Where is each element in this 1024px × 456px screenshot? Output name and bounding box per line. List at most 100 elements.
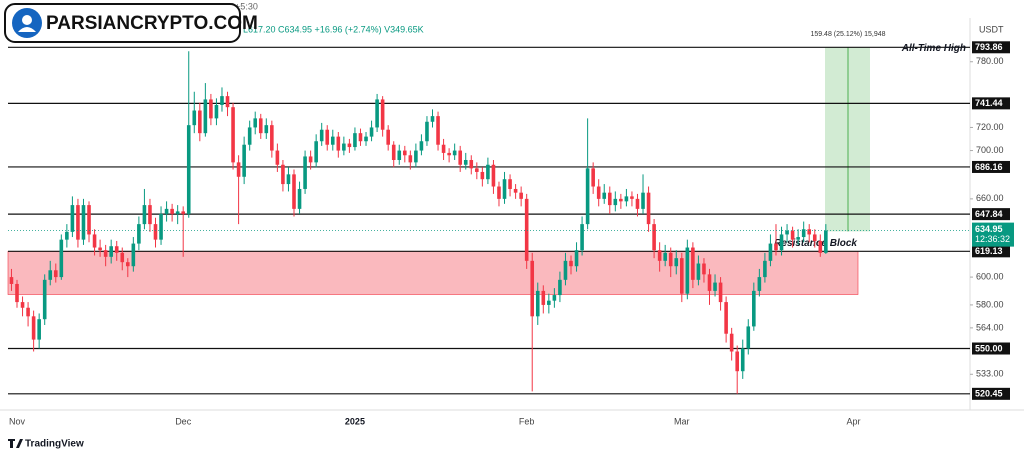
x-tick-label: Nov xyxy=(9,416,26,426)
candle-body xyxy=(275,150,280,165)
candle-body xyxy=(87,205,91,235)
candle-body xyxy=(491,164,496,187)
candle-body xyxy=(707,274,712,291)
candle-body xyxy=(508,179,512,189)
candle-body xyxy=(486,164,490,180)
y-tick-label: 580.00 xyxy=(976,299,1004,309)
candle-body xyxy=(81,205,86,240)
candle-body xyxy=(729,333,734,352)
candle-body xyxy=(812,234,817,241)
candle-body xyxy=(358,133,363,142)
logo-icon-head xyxy=(22,15,32,25)
ohlc: L617.20 C634.95 +16.96 (+2.74%) V349.65K xyxy=(243,24,424,34)
candle-body xyxy=(126,262,130,267)
level-label-box xyxy=(972,97,1010,110)
candle-body xyxy=(752,290,756,327)
candle-body xyxy=(779,234,784,251)
candle-body xyxy=(247,127,252,145)
candle-body xyxy=(37,319,41,340)
candle-body xyxy=(463,160,468,165)
candle-body xyxy=(220,96,224,105)
candle-body xyxy=(209,99,213,119)
candle-body xyxy=(375,99,379,128)
candle-body xyxy=(242,144,246,177)
candle-body xyxy=(198,110,202,134)
candle-body xyxy=(65,231,69,240)
level-label-box xyxy=(972,387,1010,400)
candle-body xyxy=(109,246,113,257)
candle-body xyxy=(419,141,424,151)
candle-body xyxy=(264,125,269,134)
last-price-box xyxy=(972,222,1014,247)
candle-body xyxy=(336,136,341,151)
level-label: 619.13 xyxy=(975,246,1003,256)
candle-body xyxy=(314,141,318,163)
candle-body xyxy=(42,279,47,320)
candle-body xyxy=(641,192,645,209)
candle-body xyxy=(807,229,812,235)
zone-label: Resistance Block xyxy=(774,238,857,249)
candle-body xyxy=(98,247,102,251)
candle-body xyxy=(735,351,739,372)
candle-body xyxy=(270,125,274,151)
candle-body xyxy=(607,192,612,206)
candle-body xyxy=(9,277,14,284)
candle-body xyxy=(746,326,751,349)
candle-body xyxy=(613,198,618,206)
candle-body xyxy=(325,129,330,145)
y-tick-label: 600.00 xyxy=(976,271,1004,281)
x-tick-label: Feb xyxy=(519,416,535,426)
candle-body xyxy=(114,246,119,253)
candle-body xyxy=(281,164,285,185)
candle-body xyxy=(674,258,679,267)
candle-body xyxy=(120,252,125,263)
candle-body xyxy=(696,263,701,280)
candle-body xyxy=(824,230,828,253)
candle-body xyxy=(148,205,152,225)
candle-body xyxy=(713,282,717,291)
candle-body xyxy=(790,230,795,240)
candle-body xyxy=(558,279,562,296)
level-label-box xyxy=(972,41,1010,54)
candle-body xyxy=(231,107,235,163)
level-label: 550.00 xyxy=(975,343,1003,353)
level-label: 793.86 xyxy=(975,42,1003,52)
candle-body xyxy=(369,127,374,137)
candle-body xyxy=(574,250,579,267)
candle-body xyxy=(585,168,590,225)
candle-body xyxy=(469,160,474,169)
candle-body xyxy=(785,230,789,235)
candle-body xyxy=(691,247,695,280)
logo-box xyxy=(4,3,241,43)
x-tick-label: 2025 xyxy=(345,416,365,426)
candle-body xyxy=(403,150,407,156)
candle-body xyxy=(430,116,435,122)
level-label-box xyxy=(972,245,1010,258)
candle-body xyxy=(203,99,208,134)
candle-body xyxy=(31,316,36,340)
candle-body xyxy=(20,302,25,308)
candle-body xyxy=(818,240,823,253)
candle-body xyxy=(303,156,307,189)
candle-body xyxy=(552,295,557,301)
candle-body xyxy=(364,136,368,142)
candle-body xyxy=(397,150,402,161)
candle-body xyxy=(342,143,346,151)
candle-body xyxy=(441,144,446,153)
candle-body xyxy=(774,243,778,251)
x-tick-label: Apr xyxy=(847,416,861,426)
candle-body xyxy=(192,110,197,126)
candle-body xyxy=(153,224,158,240)
candle-body xyxy=(757,277,762,291)
logo-icon-body xyxy=(18,27,36,32)
candle-body xyxy=(159,213,163,240)
brand-logo: PARSIANCRYPTO.COM xyxy=(4,3,258,43)
annotation: All-Time High xyxy=(901,43,966,54)
candle-body xyxy=(668,252,673,267)
level-label-box xyxy=(972,208,1010,221)
candle-body xyxy=(76,205,80,240)
candle-body xyxy=(436,116,440,145)
brand: PARSIANCRYPTO.COM xyxy=(46,13,258,34)
candle-body xyxy=(170,208,174,214)
candle-body xyxy=(414,150,418,163)
